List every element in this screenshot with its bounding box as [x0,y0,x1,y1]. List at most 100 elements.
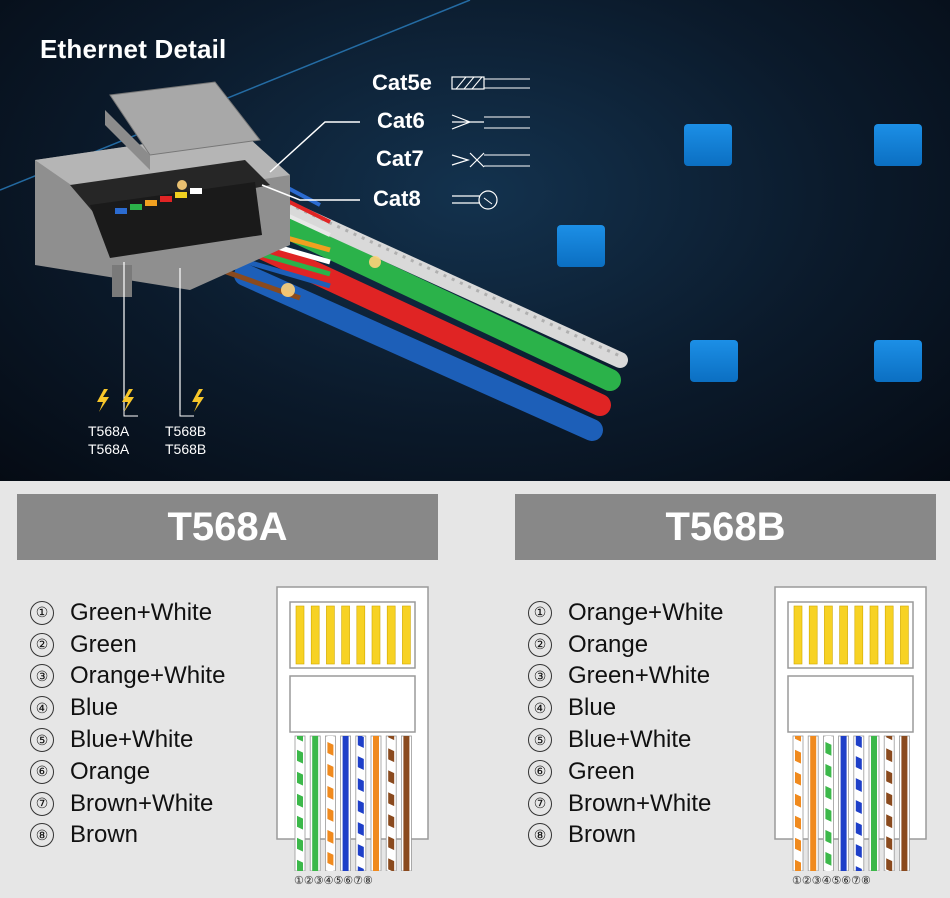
list-item: ③ Green+White [528,661,723,693]
pin-number: ② [30,632,54,657]
list-item: ② Green [30,629,225,661]
wire-color-label: Orange [568,630,649,658]
pin-number: ⑥ [30,759,54,784]
plug-strain-relief [289,675,416,733]
wire-color-label: Green [70,630,137,658]
jack-pins [115,188,202,214]
tag-column-right: T568B T568B [165,422,206,458]
t568a-wire-stripe-1 [297,736,303,871]
cat6-icon [451,114,530,130]
t568b-wire-stripe-3 [825,736,832,871]
t568a-wire-fill-2 [312,736,319,871]
wire-color-label: Brown+White [70,789,214,817]
list-item: ① Orange+White [528,597,723,629]
t568b-title: T568B [515,494,936,560]
t568b-wire-fill-8 [901,736,908,871]
cat7-icon [451,152,530,168]
wire-color-label: Blue+White [70,726,194,754]
wire-color-label: Blue [70,694,119,722]
t568a-contact-5 [356,605,366,665]
tag-label: T568A [88,441,130,457]
list-item: ⑤ Blue+White [30,724,225,756]
list-item: ⑦ Brown+White [30,788,225,820]
tag-label: T568A [88,423,130,439]
wire-color-label: Brown [568,821,637,849]
pin-number: ③ [528,664,552,689]
t568a-wire-stripe-7 [388,736,395,871]
wire-color-label: Orange [70,757,151,785]
plug-contact-window [787,601,914,669]
pin-number: ① [528,600,552,625]
list-item: ④ Blue [30,692,225,724]
blue-square [690,340,738,382]
t568a-contact-1 [295,605,305,665]
t568b-plug-diagram [774,586,927,871]
wire-color-label: Orange+White [70,662,226,690]
pin-number: ⑧ [528,823,552,848]
t568b-contact-7 [884,605,894,665]
hero-illustration [0,0,628,441]
pin-number: ⑧ [30,823,54,848]
t568a-contact-7 [386,605,396,665]
t568a-wire-fill-6 [373,736,379,871]
cable-bundle [234,197,628,441]
pin-number: ⑥ [528,759,552,784]
plug-contact-window [289,601,416,669]
t568a-contact-2 [310,605,320,665]
t568a-contact-4 [341,605,350,665]
t568b-wire-fill-2 [810,736,817,871]
list-item: ⑥ Green [528,756,723,788]
t568b-list: ① Orange+White ② Orange ③ Green+White ④ Blue… [528,597,723,851]
pin-number: ④ [30,696,54,721]
t568b-contact-3 [824,605,833,665]
standards-panel: T568A ① Green+White ② Green ③ Orange+White … [0,481,950,898]
pin-number: ② [528,632,552,657]
list-item: ③ Orange+White [30,661,225,693]
wire-color-label: Blue [568,694,617,722]
pin-number: ⑤ [528,728,552,753]
pin-number: ⑦ [528,791,552,816]
t568a-title: T568A [17,494,438,560]
t568a-pin-numbers: ①②③④⑤⑥⑦⑧ [294,875,373,887]
t568b-contact-1 [793,605,803,665]
t568b-wire-stripe-1 [795,736,801,871]
hero-panel: Ethernet Detail Cat5e Cat6 Cat7 Cat8 T56… [0,0,950,481]
cable-label-cat8: Cat8 [373,186,421,211]
lightning-icons [97,389,204,412]
tag-column-left: T568A T568A [88,422,129,458]
list-item: ⑦ Brown+White [528,788,723,820]
wire-color-label: Green [568,757,635,785]
t568a-contact-3 [326,605,335,665]
t568b-pin-numbers: ①②③④⑤⑥⑦⑧ [792,875,871,887]
hero-title: Ethernet Detail [40,34,227,64]
blue-square [874,340,922,382]
cable-label-cat7: Cat7 [376,146,424,171]
t568b-contact-2 [808,605,818,665]
t568b-contact-6 [869,605,879,665]
cable-label-cat5e: Cat5e [372,70,432,95]
t568b-wire-fill-4 [840,736,847,871]
t568a-wire-fill-4 [342,736,349,871]
tag-label: T568B [165,441,207,457]
blue-square [557,225,605,267]
blue-square [684,124,732,166]
tag-label: T568B [165,423,207,439]
t568a-wire-stripe-3 [327,736,334,871]
plug-strain-relief [787,675,914,733]
t568a-contact-8 [402,605,411,665]
list-item: ④ Blue [528,692,723,724]
wire-color-label: Brown+White [568,789,712,817]
cable-label-cat6: Cat6 [377,108,425,133]
list-item: ② Orange [528,629,723,661]
t568b-contact-8 [900,605,909,665]
t568b-contact-4 [839,605,848,665]
blue-square [874,124,922,166]
list-item: ⑥ Orange [30,756,225,788]
rj45-jack [35,81,290,297]
t568a-wire-stripe-5 [357,736,364,871]
wire-color-label: Orange+White [568,598,724,626]
t568b-wire-fill-6 [871,736,877,871]
wire-color-label: Brown [70,821,139,849]
pin-number: ⑤ [30,728,54,753]
list-item: ⑧ Brown [30,820,225,852]
